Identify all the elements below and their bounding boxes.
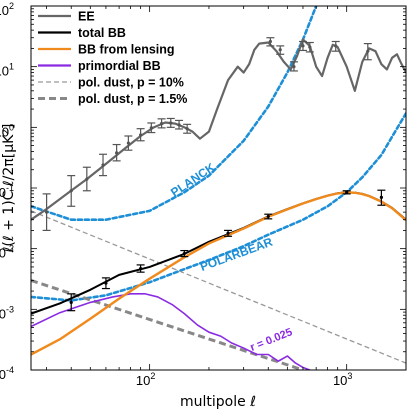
error-bar-ee [157, 118, 166, 129]
data-point [85, 177, 89, 181]
data-point [101, 163, 105, 167]
error-bar-total-bb [342, 190, 351, 195]
series-line-primordial-bb [31, 293, 311, 370]
error-bar-ee [67, 175, 76, 207]
data-point [69, 189, 73, 193]
data-point [185, 127, 189, 131]
legend: EE total BB BB from lensing primordial BB po… [38, 10, 187, 106]
error-bar-total-bb [101, 277, 110, 290]
error-bar-ee [99, 153, 108, 177]
plot-frame [30, 5, 407, 371]
y-tick-label: 101 [0, 62, 14, 79]
data-point [379, 195, 383, 199]
error-bar-ee [331, 40, 340, 52]
data-point [139, 133, 143, 137]
error-bar-ee [305, 41, 314, 53]
y-tick-label: 10-3 [0, 304, 14, 321]
error-bar-ee [363, 43, 372, 61]
data-point [345, 190, 349, 194]
data-point [268, 39, 272, 44]
data-point [177, 123, 181, 127]
y-tick-label: 102 [0, 1, 14, 18]
legend-label-bb-from-lensing: BB from lensing [78, 43, 175, 57]
error-bar-total-bb [67, 293, 76, 312]
error-bar-total-bb [224, 229, 233, 237]
data-point [126, 141, 130, 145]
data-point [149, 126, 153, 130]
error-bars-layer [42, 37, 386, 312]
data-point [292, 65, 296, 69]
data-point [169, 121, 173, 125]
legend-label-total-bb: total BB [78, 26, 126, 40]
data-point [226, 231, 230, 235]
error-bar-ee [183, 123, 192, 134]
error-bar-total-bb [136, 264, 145, 273]
error-bar-ee [289, 61, 298, 72]
series-line-pol-dust-p-10 [31, 210, 406, 364]
error-bar-total-bb [180, 249, 189, 258]
error-bar-ee [124, 135, 133, 151]
error-bar-ee [266, 37, 275, 47]
data-point [334, 44, 338, 48]
data-point [104, 281, 108, 285]
legend-label-ee: EE [78, 10, 95, 24]
data-point [139, 266, 143, 271]
error-bar-ee [136, 128, 145, 142]
data-point [308, 45, 312, 49]
error-bar-ee [147, 122, 156, 134]
x-tick-label: 103 [333, 371, 352, 388]
data-point [182, 251, 186, 256]
y-tick-label: 10-2 [0, 244, 14, 261]
data-point [69, 300, 73, 305]
error-bar-ee [298, 40, 307, 52]
error-bar-ee [166, 117, 175, 128]
data-point [115, 151, 119, 155]
error-bar-ee [175, 119, 184, 130]
series-line-bb-from-lensing [31, 191, 406, 356]
x-axis-title: multipole ℓ [180, 394, 256, 410]
data-point [278, 48, 282, 52]
data-point [159, 122, 164, 126]
error-bar-ee [112, 143, 121, 162]
legend-label-pol-dust-p-10: pol. dust, p = 10% [78, 76, 184, 90]
plot-background [31, 6, 406, 370]
data-point [45, 210, 49, 214]
data-point [266, 214, 270, 219]
error-bar-total-bb [264, 213, 273, 220]
data-point [366, 49, 370, 53]
x-tick-label: 102 [136, 371, 155, 388]
error-bar-ee [276, 45, 285, 55]
legend-label-pol-dust-p-1-5: pol. dust, p = 1.5% [78, 92, 187, 106]
y-tick-label: 10-1 [0, 183, 14, 200]
tick-labels-layer: 10-4 10-3 10-2 10-1 100 101 102 102 103 [0, 1, 352, 388]
data-point [301, 44, 305, 48]
y-tick-label: 10-4 [0, 365, 14, 382]
y-tick-label: 100 [0, 122, 14, 139]
error-bar-total-bb [377, 189, 386, 206]
y-axis-title: ℓ(ℓ + 1)C ℓ/2π[μK²] [1, 124, 17, 254]
legend-label-primordial-bb: primordial BB [78, 59, 161, 73]
error-bar-ee [82, 166, 91, 192]
noise-curve-polarbear [31, 112, 406, 302]
error-bar-ee [42, 193, 51, 232]
